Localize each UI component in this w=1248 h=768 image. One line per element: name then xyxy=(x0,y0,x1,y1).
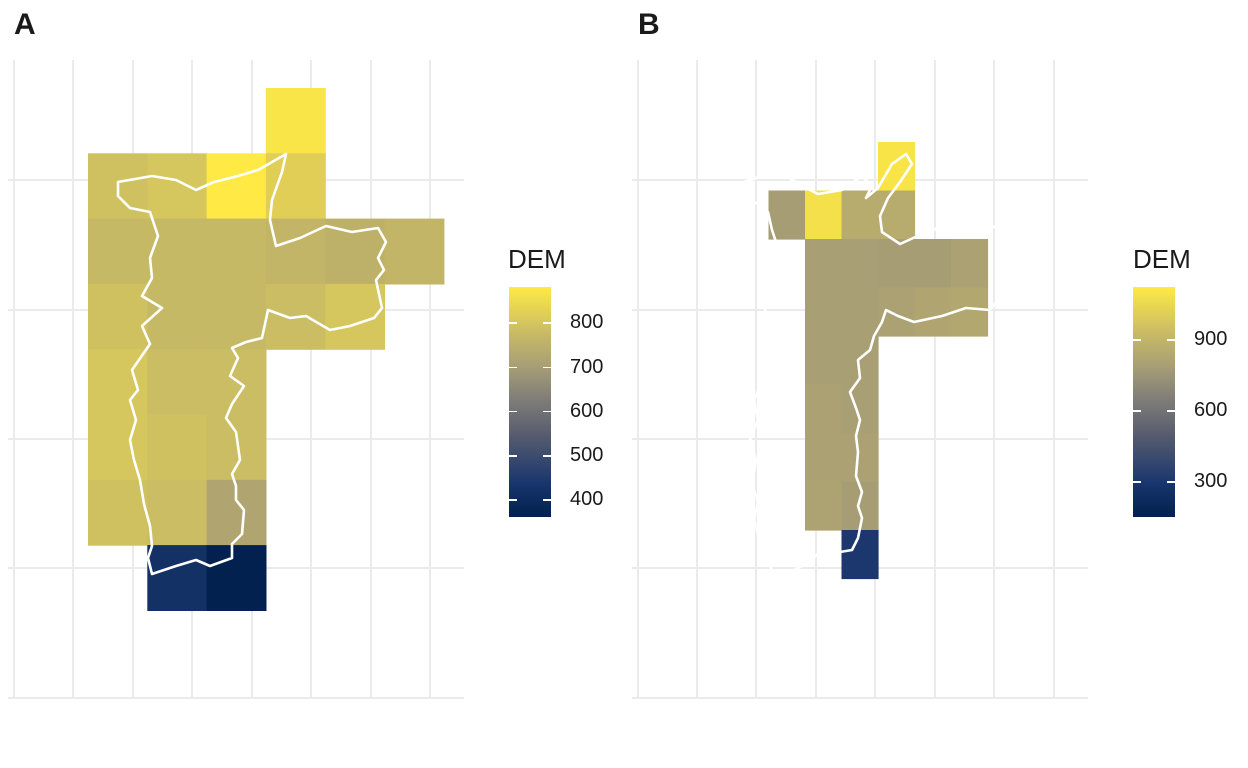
panel-b-raster-cell xyxy=(805,336,843,386)
panel-a-raster-cell xyxy=(88,283,148,350)
panel-a-raster-cell xyxy=(147,479,208,546)
legend-a-tick-label: 800 xyxy=(570,311,604,334)
legend-b-tick-label: 600 xyxy=(1194,399,1228,422)
panel-b-raster-cell xyxy=(951,239,989,289)
panel-b-label: B xyxy=(638,8,660,41)
legend-a-tick-mark-left xyxy=(509,366,517,369)
panel-b-raster-cell xyxy=(768,190,806,240)
legend-b-tick-mark-right xyxy=(1167,410,1175,412)
legend-a-tick-label: 700 xyxy=(570,355,604,378)
panel-b-raster-cell xyxy=(878,287,916,337)
legend-a-tick-mark-right xyxy=(543,410,551,413)
panel-b-raster-cell xyxy=(805,433,843,483)
legend-a-tick-mark-left xyxy=(509,455,517,457)
panel-b-raster-cell xyxy=(805,287,843,337)
panel-b-raster-cell xyxy=(841,239,879,289)
panel-b-raster-cell xyxy=(914,287,952,337)
legend-b-tick-mark-right xyxy=(1167,481,1175,483)
panel-b-boundary-outline xyxy=(736,152,1006,574)
legend-a-colorbar xyxy=(509,287,551,517)
panel-a-boundary-outline xyxy=(116,152,388,576)
legend-b-colorbar xyxy=(1133,287,1175,517)
panel-a-raster-cell xyxy=(147,153,208,220)
legend-a-tick-mark-left xyxy=(509,322,517,324)
legend-b-tick-label: 900 xyxy=(1194,328,1228,351)
panel-a-raster-cell xyxy=(88,414,148,481)
panel-b-raster-cell xyxy=(841,433,879,483)
legend-a-title: DEM xyxy=(508,244,566,274)
panel-a-raster-cell xyxy=(147,218,208,285)
legend-b-tick-mark-right xyxy=(1167,339,1175,341)
panel-b-raster-cell xyxy=(841,190,879,240)
panel-a-label: A xyxy=(14,8,36,41)
panel-a-raster-cell xyxy=(206,218,267,285)
panel-a-raster-cell xyxy=(265,153,326,220)
legend-a-tick-mark-right xyxy=(543,322,551,324)
legend-b-tick-mark-left xyxy=(1133,339,1141,341)
panel-b-raster-cell xyxy=(841,287,879,337)
legend-b-tick-label: 300 xyxy=(1194,470,1228,493)
legend-a-tick-mark-left xyxy=(509,410,517,413)
panel-b-raster-cell xyxy=(878,190,916,240)
panel-b-raster-cell xyxy=(805,190,843,240)
panel-a-raster-cell xyxy=(88,479,148,546)
legend-b-tick-mark-left xyxy=(1133,410,1141,412)
legend-a-tick-mark-right xyxy=(543,455,551,457)
panel-b-raster-cell xyxy=(878,239,916,289)
legend-b-title: DEM xyxy=(1133,244,1191,274)
panel-a-raster-cell xyxy=(206,414,267,481)
panel-a-raster-cell xyxy=(384,218,445,285)
panel-b-raster-cell xyxy=(841,384,879,434)
panel-a-raster-cell xyxy=(265,218,326,285)
panel-b-raster-cell xyxy=(805,239,843,289)
panel-b-map xyxy=(632,60,1088,699)
legend-a-tick-label: 600 xyxy=(570,399,604,422)
legend-a-tick-mark-right xyxy=(543,499,551,501)
legend-a-tick-label: 500 xyxy=(570,444,604,467)
legend-a-tick-mark-left xyxy=(509,499,517,501)
panel-a-raster-cell xyxy=(88,218,148,285)
panel-a-raster-cell xyxy=(206,153,267,220)
panel-b-raster-cell xyxy=(805,481,843,531)
panel-a-raster-cell xyxy=(147,349,208,416)
legend-b-tick-mark-left xyxy=(1133,481,1141,483)
panel-b-raster-cell xyxy=(805,384,843,434)
panel-a-map xyxy=(8,60,464,699)
panel-a-raster-cell xyxy=(147,414,208,481)
panel-a-raster-cell xyxy=(147,545,208,611)
panel-b-raster-cell xyxy=(841,530,879,580)
panel-a-raster-cell xyxy=(147,283,208,350)
panel-b-raster-cell xyxy=(914,239,952,289)
legend-a-tick-label: 400 xyxy=(570,488,604,511)
panel-a-raster-cell xyxy=(265,88,326,154)
panel-a-raster-cell xyxy=(206,545,267,611)
legend-a-tick-mark-right xyxy=(543,366,551,369)
